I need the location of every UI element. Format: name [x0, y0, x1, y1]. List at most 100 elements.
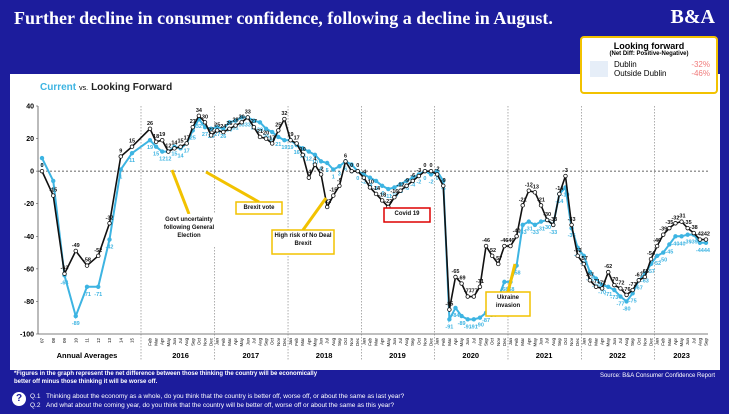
x-tick-label: 11 — [85, 338, 90, 343]
data-label: 17 — [184, 135, 190, 141]
x-tick-label: Sep — [264, 338, 269, 347]
x-tick-label: Feb — [294, 338, 299, 346]
point — [215, 128, 220, 133]
data-label: 17 — [269, 135, 275, 141]
point — [428, 168, 434, 174]
annotation-box — [235, 201, 283, 215]
data-label: -73 — [629, 282, 637, 288]
x-tick-label: Jul — [471, 338, 476, 344]
data-label: -31 — [678, 214, 686, 220]
point — [514, 234, 519, 239]
point — [465, 294, 470, 299]
data-label: -91 — [445, 324, 453, 330]
point — [118, 154, 123, 159]
point — [263, 136, 269, 141]
data-label: -58 — [513, 271, 521, 277]
data-label: 1 — [332, 175, 335, 181]
x-tick-label: Feb — [587, 338, 592, 346]
data-label: 17 — [294, 135, 300, 141]
annual-label: Annual Averages — [57, 351, 118, 360]
x-tick-label: Jul — [325, 338, 330, 344]
x-tick-label: 12 — [96, 338, 101, 344]
year-label: 2016 — [172, 351, 189, 360]
x-tick-label: Feb — [148, 338, 153, 346]
point — [306, 149, 312, 154]
data-label: 14 — [171, 140, 178, 146]
x-tick-label: Nov — [642, 337, 647, 346]
question-number: Q.1 — [30, 393, 41, 400]
data-label: -52 — [488, 248, 496, 254]
point — [398, 181, 403, 187]
data-label: 15 — [153, 152, 159, 158]
point — [398, 188, 403, 193]
point — [691, 230, 696, 236]
data-label: -42 — [106, 245, 114, 251]
data-label: -39 — [684, 240, 692, 246]
data-label: -42 — [696, 232, 704, 238]
value: -32% — [691, 60, 710, 69]
data-label: 27 — [190, 119, 196, 125]
point — [178, 144, 183, 149]
legend-box: Looking forward (Net Diff: Positive-Nega… — [580, 36, 718, 94]
point — [508, 243, 513, 249]
point — [538, 203, 544, 208]
point — [276, 128, 281, 133]
point — [496, 261, 501, 267]
annotation: Covid 19 — [394, 211, 420, 217]
point — [318, 159, 324, 164]
point — [661, 250, 666, 255]
data-label: -71 — [83, 292, 91, 298]
point — [606, 269, 611, 275]
point — [160, 137, 165, 143]
point — [502, 279, 507, 285]
data-label: -69 — [458, 276, 466, 282]
point — [312, 162, 318, 167]
data-label: -9 — [337, 178, 342, 184]
x-tick-label: Apr — [673, 338, 678, 346]
point — [373, 178, 379, 184]
annotation-arrow — [506, 263, 517, 293]
point — [39, 155, 45, 161]
point — [526, 188, 532, 193]
x-tick-label: Dec — [649, 337, 654, 346]
data-label: -13 — [531, 184, 539, 190]
data-label: 27 — [202, 132, 208, 138]
x-tick-label: Aug — [184, 338, 189, 347]
x-tick-label: 13 — [107, 338, 112, 344]
icon — [590, 61, 608, 77]
point — [227, 126, 232, 131]
data-label: -33 — [549, 217, 557, 223]
data-label: -52 — [653, 261, 661, 267]
x-tick-label: Aug — [624, 338, 629, 347]
data-label: -14 — [555, 186, 564, 192]
x-tick-label: Apr — [306, 338, 311, 346]
data-label: -35 — [684, 220, 692, 226]
point — [679, 234, 684, 239]
data-label: 0 — [40, 163, 43, 169]
point — [331, 167, 336, 172]
data-label: 25 — [275, 122, 281, 128]
point — [416, 173, 422, 179]
x-tick-label: Mar — [300, 337, 305, 345]
data-label: -73 — [610, 295, 618, 301]
data-label: 32 — [196, 124, 202, 130]
data-label: -65 — [641, 269, 649, 275]
data-label: -54 — [647, 251, 656, 257]
data-label: -91 — [464, 324, 472, 330]
point — [697, 237, 703, 242]
point — [520, 222, 525, 228]
series-name: Current — [40, 82, 77, 93]
data-label: 6 — [344, 166, 347, 172]
legend-subtitle: (Net Diff: Positive-Negative) — [609, 51, 689, 57]
point — [465, 317, 470, 322]
data-label: 26 — [147, 121, 153, 127]
x-tick-label: Dec — [575, 337, 580, 346]
data-label: 15 — [177, 139, 183, 145]
data-label: -2 — [319, 166, 324, 172]
data-label: 19 — [147, 145, 153, 151]
point — [471, 317, 477, 322]
annotation-text: Covid 19 — [394, 211, 420, 217]
data-label: -14 — [555, 199, 564, 205]
x-tick-label: Oct — [563, 337, 568, 345]
source: Source: B&A Consumer Confidence Report — [599, 373, 715, 379]
